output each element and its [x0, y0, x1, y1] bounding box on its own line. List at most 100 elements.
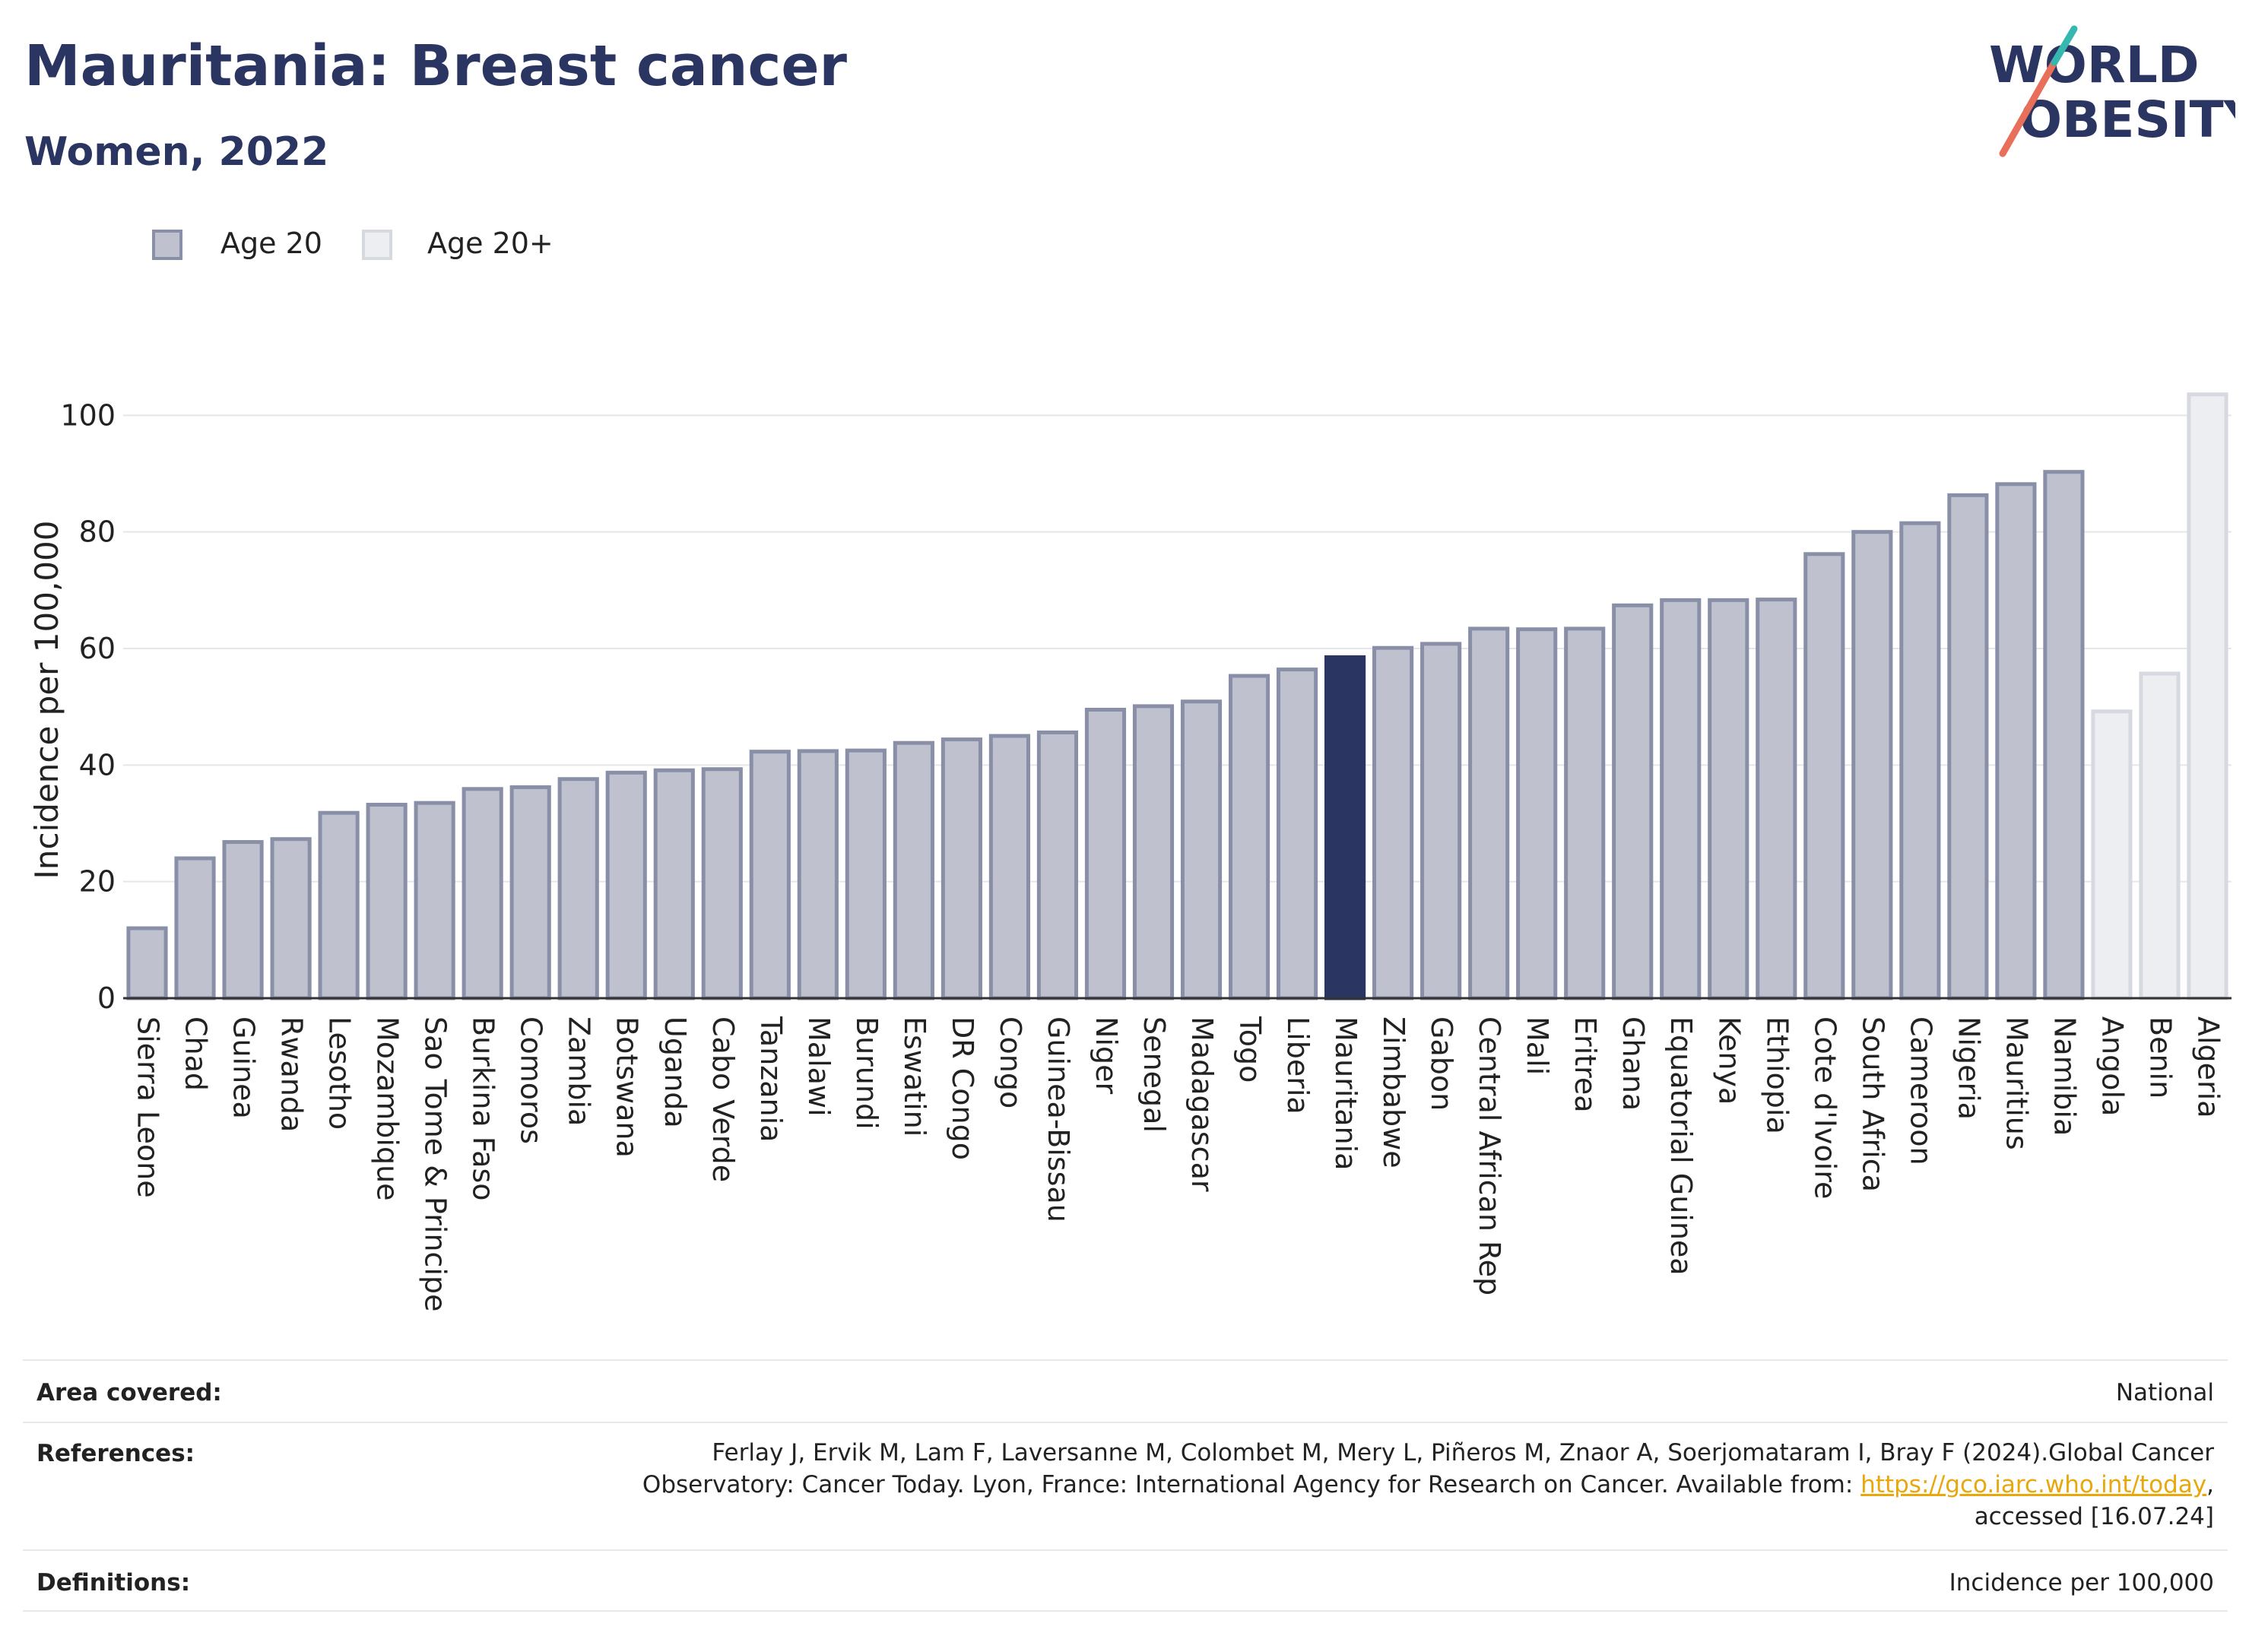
bar	[414, 801, 455, 1000]
x-tick-label: Mauritania	[1329, 1016, 1362, 1170]
x-tick-label: Tanzania	[754, 1016, 788, 1142]
legend-swatch-age-20	[152, 230, 182, 260]
references-line-2-end: ,	[2206, 1471, 2214, 1498]
bar	[797, 749, 839, 1000]
x-tick-label: Nigeria	[1952, 1016, 1985, 1120]
x-tick-label: Burkina Faso	[467, 1016, 500, 1201]
y-tick-label: 0	[97, 981, 116, 1015]
bar	[1851, 530, 1893, 1000]
world-obesity-logo: WORLD OBESITY	[1989, 25, 2235, 157]
x-tick-label: Guinea	[227, 1016, 261, 1119]
info-row-definitions: Definitions: Incidence per 100,000	[23, 1549, 2228, 1612]
x-tick-label: Mali	[1521, 1016, 1554, 1075]
bar	[1420, 642, 1462, 1000]
x-tick-label: Guinea-Bissau	[1042, 1016, 1075, 1222]
bar	[1324, 655, 1366, 1000]
bar	[605, 770, 647, 1000]
x-tick-label: Benin	[2143, 1016, 2177, 1099]
area-covered-label: Area covered:	[36, 1379, 222, 1406]
y-tick-label: 20	[79, 865, 116, 899]
x-tick-label: Equatorial Guinea	[1664, 1016, 1698, 1276]
bar	[509, 785, 551, 1000]
bar	[1756, 598, 1797, 1000]
bar	[1180, 699, 1223, 1000]
references-value: Ferlay J, Ervik M, Lam F, Laversanne M, …	[642, 1437, 2214, 1533]
x-tick-label: Gabon	[1425, 1016, 1458, 1111]
bar	[701, 767, 743, 1000]
bar	[1132, 704, 1175, 1000]
x-tick-label: Cabo Verde	[706, 1016, 740, 1182]
x-tick-label: Cameroon	[1904, 1016, 1937, 1165]
info-row-references: References: Ferlay J, Ervik M, Lam F, La…	[23, 1422, 2228, 1549]
bar	[1228, 674, 1270, 1000]
x-tick-label: Mauritius	[2000, 1016, 2033, 1150]
legend-label-age-20-plus: Age 20+	[427, 227, 554, 260]
bar	[126, 926, 168, 1000]
y-tick-label: 100	[60, 398, 116, 432]
definitions-label: Definitions:	[36, 1569, 191, 1597]
x-tick-label: Senegal	[1137, 1016, 1171, 1133]
info-row-area: Area covered: National	[23, 1359, 2228, 1422]
x-tick-label: Burundi	[850, 1016, 883, 1130]
x-tick-label: DR Congo	[946, 1016, 979, 1160]
x-tick-label: Kenya	[1712, 1016, 1746, 1105]
y-axis-label: Incidence per 100,000	[28, 521, 65, 880]
x-tick-label: Malawi	[802, 1016, 836, 1117]
bar	[941, 737, 982, 1000]
x-tick-label: Eritrea	[1569, 1016, 1602, 1113]
legend-swatch-age-20-plus	[362, 230, 392, 260]
x-tick-label: Lesotho	[323, 1016, 357, 1130]
bar	[653, 768, 695, 1000]
y-tick-label: 60	[79, 632, 116, 665]
bar	[1468, 626, 1510, 1000]
x-tick-label: Comoros	[515, 1016, 548, 1144]
y-tick-label: 80	[79, 515, 116, 549]
legend-label-age-20: Age 20	[220, 227, 322, 260]
x-tick-label: Rwanda	[275, 1016, 309, 1132]
references-link[interactable]: https://gco.iarc.who.int/today	[1860, 1471, 2207, 1498]
definitions-value: Incidence per 100,000	[1949, 1569, 2214, 1597]
bar	[318, 810, 360, 1000]
x-tick-label: Central African Rep	[1473, 1016, 1506, 1295]
x-tick-label: Mozambique	[371, 1016, 404, 1201]
x-tick-label: Cote d'Ivoire	[1808, 1016, 1841, 1199]
x-tick-label: Zimbabwe	[1377, 1016, 1410, 1168]
page-title: Mauritania: Breast cancer	[24, 33, 847, 99]
bar-chart: 0 20 40 60 80 100 Incidence per 100,000 Sierra …	[28, 392, 2232, 1311]
x-tick-label: South Africa	[1856, 1016, 1889, 1192]
x-tick-label: Sao Tome & Principe	[419, 1016, 452, 1311]
bar	[1516, 627, 1558, 1000]
y-tick-label: 40	[79, 748, 116, 782]
x-tick-label: Angola	[2095, 1016, 2129, 1116]
bar	[1995, 482, 2037, 1000]
x-tick-label: Namibia	[2048, 1016, 2081, 1136]
x-tick-label: Sierra Leone	[132, 1016, 165, 1198]
references-line-2: Observatory: Cancer Today. Lyon, France:…	[642, 1469, 2214, 1501]
bar	[462, 787, 503, 1000]
bar	[222, 840, 264, 1000]
area-covered-value: National	[2115, 1379, 2214, 1406]
references-label: References:	[36, 1440, 195, 1467]
bar	[2043, 470, 2085, 1000]
bar	[1276, 667, 1318, 1000]
x-tick-label: Liberia	[1281, 1016, 1315, 1115]
bar	[893, 740, 934, 1000]
bar	[270, 837, 312, 1000]
x-tick-label: Zambia	[563, 1016, 596, 1126]
bar	[1612, 603, 1654, 1000]
x-tick-label: Niger	[1090, 1016, 1123, 1094]
x-tick-label: Madagascar	[1185, 1016, 1219, 1192]
info-table: Area covered: National References: Ferla…	[23, 1359, 2228, 1612]
x-tick-label: Ethiopia	[1760, 1016, 1794, 1134]
references-line-2-text: Observatory: Cancer Today. Lyon, France:…	[642, 1471, 1861, 1498]
bar	[1899, 521, 1941, 1000]
bar	[2091, 709, 2133, 1000]
bar	[366, 802, 408, 1000]
bar	[988, 734, 1030, 1000]
x-tick-label: Ghana	[1616, 1016, 1650, 1111]
svg-text:OBESITY: OBESITY	[2019, 90, 2235, 149]
references-line-1: Ferlay J, Ervik M, Lam F, Laversanne M, …	[712, 1439, 2214, 1467]
bar	[1036, 730, 1079, 1000]
x-tick-label: Eswatini	[898, 1016, 931, 1137]
x-tick-label: Chad	[179, 1016, 213, 1091]
